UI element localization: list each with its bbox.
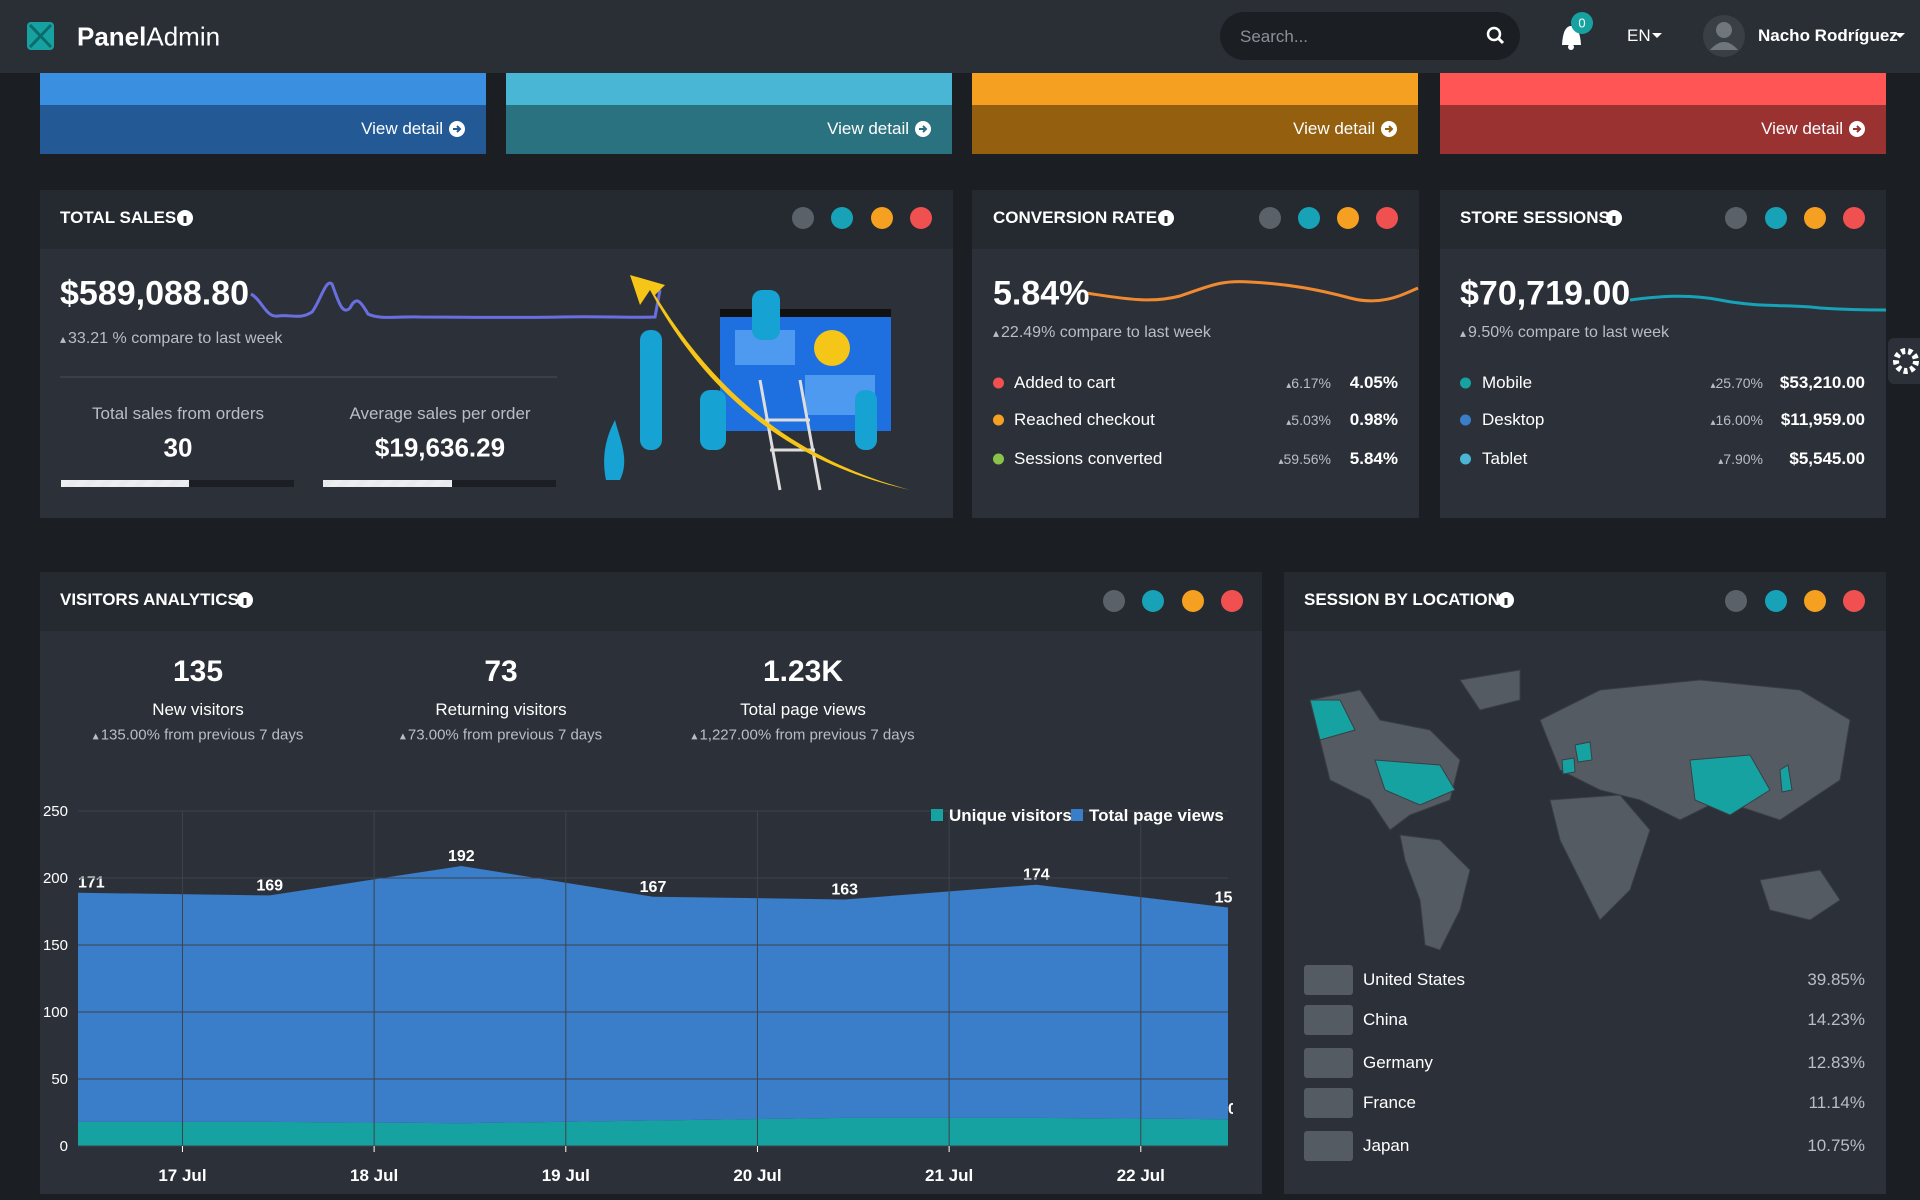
country-swatch	[1304, 1005, 1353, 1035]
gear-icon[interactable]	[1893, 348, 1919, 374]
row-change: 7.90%	[1718, 451, 1763, 467]
stat-value: 73	[484, 655, 518, 688]
stat-change: 73.00% from previous 7 days	[400, 727, 602, 744]
metric-change: 9.50% compare to last week	[1460, 324, 1669, 342]
stat-label: Returning visitors	[435, 700, 567, 719]
caret	[1895, 33, 1905, 38]
country-swatch	[1304, 1131, 1353, 1161]
row-value: $11,959.00	[1780, 410, 1865, 429]
country-name: China	[1363, 1010, 1408, 1029]
search-placeholder[interactable]: Search...	[1240, 27, 1309, 46]
legend-dot	[1460, 453, 1471, 465]
stat-change: 135.00% from previous 7 days	[93, 727, 304, 744]
row-value: 4.05%	[1349, 373, 1398, 392]
row-value: $53,210.00	[1779, 373, 1865, 392]
notification-badge	[1571, 12, 1593, 34]
avatar-head	[1716, 22, 1732, 38]
brand-bold: Panel	[77, 21, 147, 52]
panel-title: SESSION BY LOCATION	[1304, 590, 1500, 609]
stat-change: 1,227.00% from previous 7 days	[691, 727, 914, 744]
country-share: 12.83%	[1807, 1053, 1865, 1072]
header-bar	[0, 0, 1920, 73]
metric-change: 22.49% compare to last week	[993, 324, 1211, 342]
stat-label: New visitors	[152, 700, 244, 719]
row-value: 0.98%	[1349, 410, 1398, 429]
stat-label: Total sales from orders	[92, 404, 264, 423]
row-label: Sessions converted	[1014, 449, 1163, 468]
country-swatch	[1304, 965, 1353, 995]
stat-label: Total page views	[740, 700, 866, 719]
search-box[interactable]	[1220, 12, 1520, 60]
view-detail-link[interactable]: View detail	[361, 119, 443, 138]
row-change: 25.70%	[1710, 375, 1763, 391]
bell-clapper	[1568, 44, 1574, 50]
total-sales-change: 33.21 % compare to last week	[60, 330, 282, 348]
legend-dot	[1460, 377, 1471, 389]
country-swatch	[1304, 1048, 1353, 1078]
country-name: Japan	[1363, 1136, 1410, 1155]
panel-title: VISITORS ANALYTICS	[60, 590, 239, 609]
country-share: 39.85%	[1807, 970, 1865, 989]
stat-label: Average sales per order	[349, 404, 531, 423]
store-panel	[1440, 190, 1886, 518]
search-icon-handle	[1496, 36, 1505, 45]
row-label: Added to cart	[1014, 373, 1116, 392]
country-name: United States	[1363, 970, 1466, 989]
caret	[1652, 33, 1662, 38]
stat-value: $19,636.29	[374, 432, 506, 463]
row-label: Desktop	[1482, 410, 1545, 429]
panel-title: CONVERSION RATE	[993, 208, 1158, 227]
row-change: 6.17%	[1286, 375, 1331, 391]
row-change: 5.03%	[1286, 412, 1331, 428]
avatar-body	[1710, 42, 1738, 50]
conversion-panel	[972, 190, 1419, 518]
stat-value: 1.23K	[762, 655, 844, 688]
view-detail-link[interactable]: View detail	[1293, 119, 1375, 138]
notification-count: 0	[1578, 15, 1586, 31]
visitors-panel	[40, 572, 1262, 1194]
view-detail-link[interactable]: View detail	[827, 119, 909, 138]
search-icon[interactable]	[1486, 26, 1502, 42]
row-change: 59.56%	[1278, 451, 1331, 467]
user-name[interactable]: Nacho Rodríguez	[1758, 26, 1898, 45]
legend-dot	[993, 377, 1004, 389]
language[interactable]: EN	[1627, 26, 1651, 45]
row-label: Reached checkout	[1014, 410, 1155, 429]
stat-value: 135	[172, 655, 224, 688]
logo-mark	[28, 23, 53, 49]
legend-dot	[993, 414, 1004, 426]
country-swatch	[1304, 1088, 1353, 1118]
metric-value: 5.84%	[993, 274, 1090, 313]
metric-value: $70,719.00	[1460, 274, 1631, 313]
total-sales-panel	[40, 190, 953, 518]
panel-title: TOTAL SALES	[60, 208, 177, 227]
legend-dot	[1460, 414, 1471, 426]
row-value: $5,545.00	[1789, 449, 1865, 468]
row-label: Mobile	[1482, 373, 1533, 392]
total-sales-value: $589,088.80	[60, 274, 250, 313]
row-label: Tablet	[1482, 449, 1528, 468]
country-share: 14.23%	[1807, 1010, 1865, 1029]
brand-light: Admin	[146, 21, 221, 52]
country-name: France	[1363, 1093, 1416, 1112]
panel-title: STORE SESSIONS	[1460, 208, 1610, 227]
view-detail-link[interactable]: View detail	[1761, 119, 1843, 138]
country-share: 11.14%	[1808, 1093, 1865, 1112]
country-share: 10.75%	[1807, 1136, 1865, 1155]
legend-dot	[993, 453, 1004, 465]
stat-value: 30	[163, 432, 193, 463]
row-change: 16.00%	[1710, 412, 1763, 428]
brand: PanelAdmin	[77, 22, 220, 53]
country-name: Germany	[1363, 1053, 1433, 1072]
row-value: 5.84%	[1349, 449, 1398, 468]
